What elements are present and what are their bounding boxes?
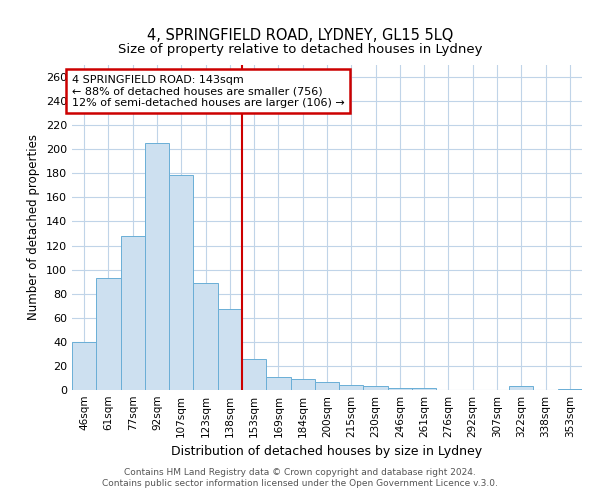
Bar: [242, 358, 266, 390]
Bar: [315, 382, 339, 390]
Bar: [339, 385, 364, 390]
Text: Contains HM Land Registry data © Crown copyright and database right 2024.
Contai: Contains HM Land Registry data © Crown c…: [102, 468, 498, 487]
Bar: [96, 278, 121, 390]
Text: 4 SPRINGFIELD ROAD: 143sqm
← 88% of detached houses are smaller (756)
12% of sem: 4 SPRINGFIELD ROAD: 143sqm ← 88% of deta…: [72, 74, 345, 108]
Bar: [121, 236, 145, 390]
Bar: [388, 388, 412, 390]
Bar: [72, 342, 96, 390]
Bar: [145, 143, 169, 390]
Bar: [193, 283, 218, 390]
Text: 4, SPRINGFIELD ROAD, LYDNEY, GL15 5LQ: 4, SPRINGFIELD ROAD, LYDNEY, GL15 5LQ: [147, 28, 453, 42]
Bar: [169, 174, 193, 390]
Bar: [558, 389, 582, 390]
Bar: [364, 386, 388, 390]
Bar: [218, 310, 242, 390]
Text: Size of property relative to detached houses in Lydney: Size of property relative to detached ho…: [118, 42, 482, 56]
Bar: [290, 379, 315, 390]
X-axis label: Distribution of detached houses by size in Lydney: Distribution of detached houses by size …: [172, 446, 482, 458]
Bar: [266, 377, 290, 390]
Y-axis label: Number of detached properties: Number of detached properties: [28, 134, 40, 320]
Bar: [509, 386, 533, 390]
Bar: [412, 388, 436, 390]
